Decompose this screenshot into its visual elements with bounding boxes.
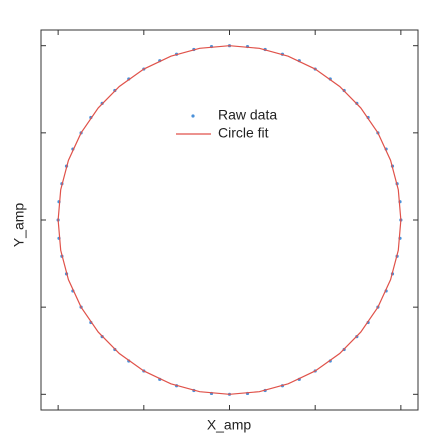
plot-frame: [40, 29, 419, 411]
x-axis-label: X_amp: [207, 417, 252, 433]
legend-label: Raw data: [218, 107, 277, 123]
y-axis-label: Y_amp: [11, 203, 27, 248]
legend-marker: [191, 114, 195, 118]
fit-line: [57, 45, 402, 395]
legend-label: Circle fit: [218, 125, 269, 141]
